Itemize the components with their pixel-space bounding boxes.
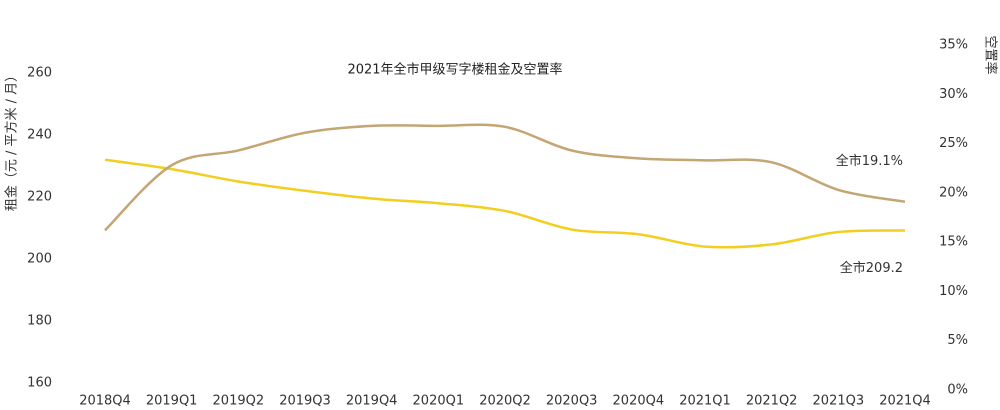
x-tick-label: 2019Q4	[346, 394, 398, 409]
y2-tick-label: 10%	[939, 284, 968, 299]
y2-tick-label: 20%	[939, 185, 968, 200]
x-tick-label: 2020Q4	[613, 394, 665, 409]
value-label: 全市209.2	[840, 260, 903, 276]
y-tick-label: 240	[27, 128, 52, 143]
x-tick-label: 2018Q4	[79, 394, 131, 409]
x-tick-label: 2020Q2	[479, 394, 531, 409]
x-tick-label: 2020Q1	[413, 394, 465, 409]
y-tick-label: 220	[27, 190, 52, 205]
y2-tick-label: 30%	[939, 87, 968, 102]
x-tick-label: 2019Q1	[146, 394, 198, 409]
value-label: 全市19.1%	[836, 153, 903, 169]
x-tick-label: 2021Q2	[746, 394, 798, 409]
chart-title: 2021年全市甲级写字楼租金及空置率	[347, 62, 562, 78]
y-tick-label: 180	[27, 314, 52, 329]
x-tick-label: 2019Q2	[213, 394, 265, 409]
y2-tick-label: 35%	[939, 38, 968, 53]
y2-axis-label: 空置率	[983, 35, 999, 74]
y-axis-label: 租金（元 / 平方米 / 月）	[4, 69, 20, 211]
series-line	[104, 123, 906, 232]
y-tick-label: 200	[27, 252, 52, 267]
x-tick-label: 2021Q4	[879, 394, 931, 409]
y-tick-label: 260	[27, 66, 52, 81]
x-tick-label: 2021Q3	[813, 394, 865, 409]
y2-tick-label: 15%	[939, 235, 968, 250]
x-tick-label: 2019Q3	[279, 394, 331, 409]
y2-tick-label: 5%	[947, 333, 968, 348]
y2-tick-label: 0%	[947, 383, 968, 398]
y2-tick-label: 25%	[939, 136, 968, 151]
series-line	[104, 158, 906, 249]
x-tick-label: 2020Q3	[546, 394, 598, 409]
x-tick-label: 2021Q1	[679, 394, 731, 409]
y-tick-label: 160	[27, 376, 52, 391]
